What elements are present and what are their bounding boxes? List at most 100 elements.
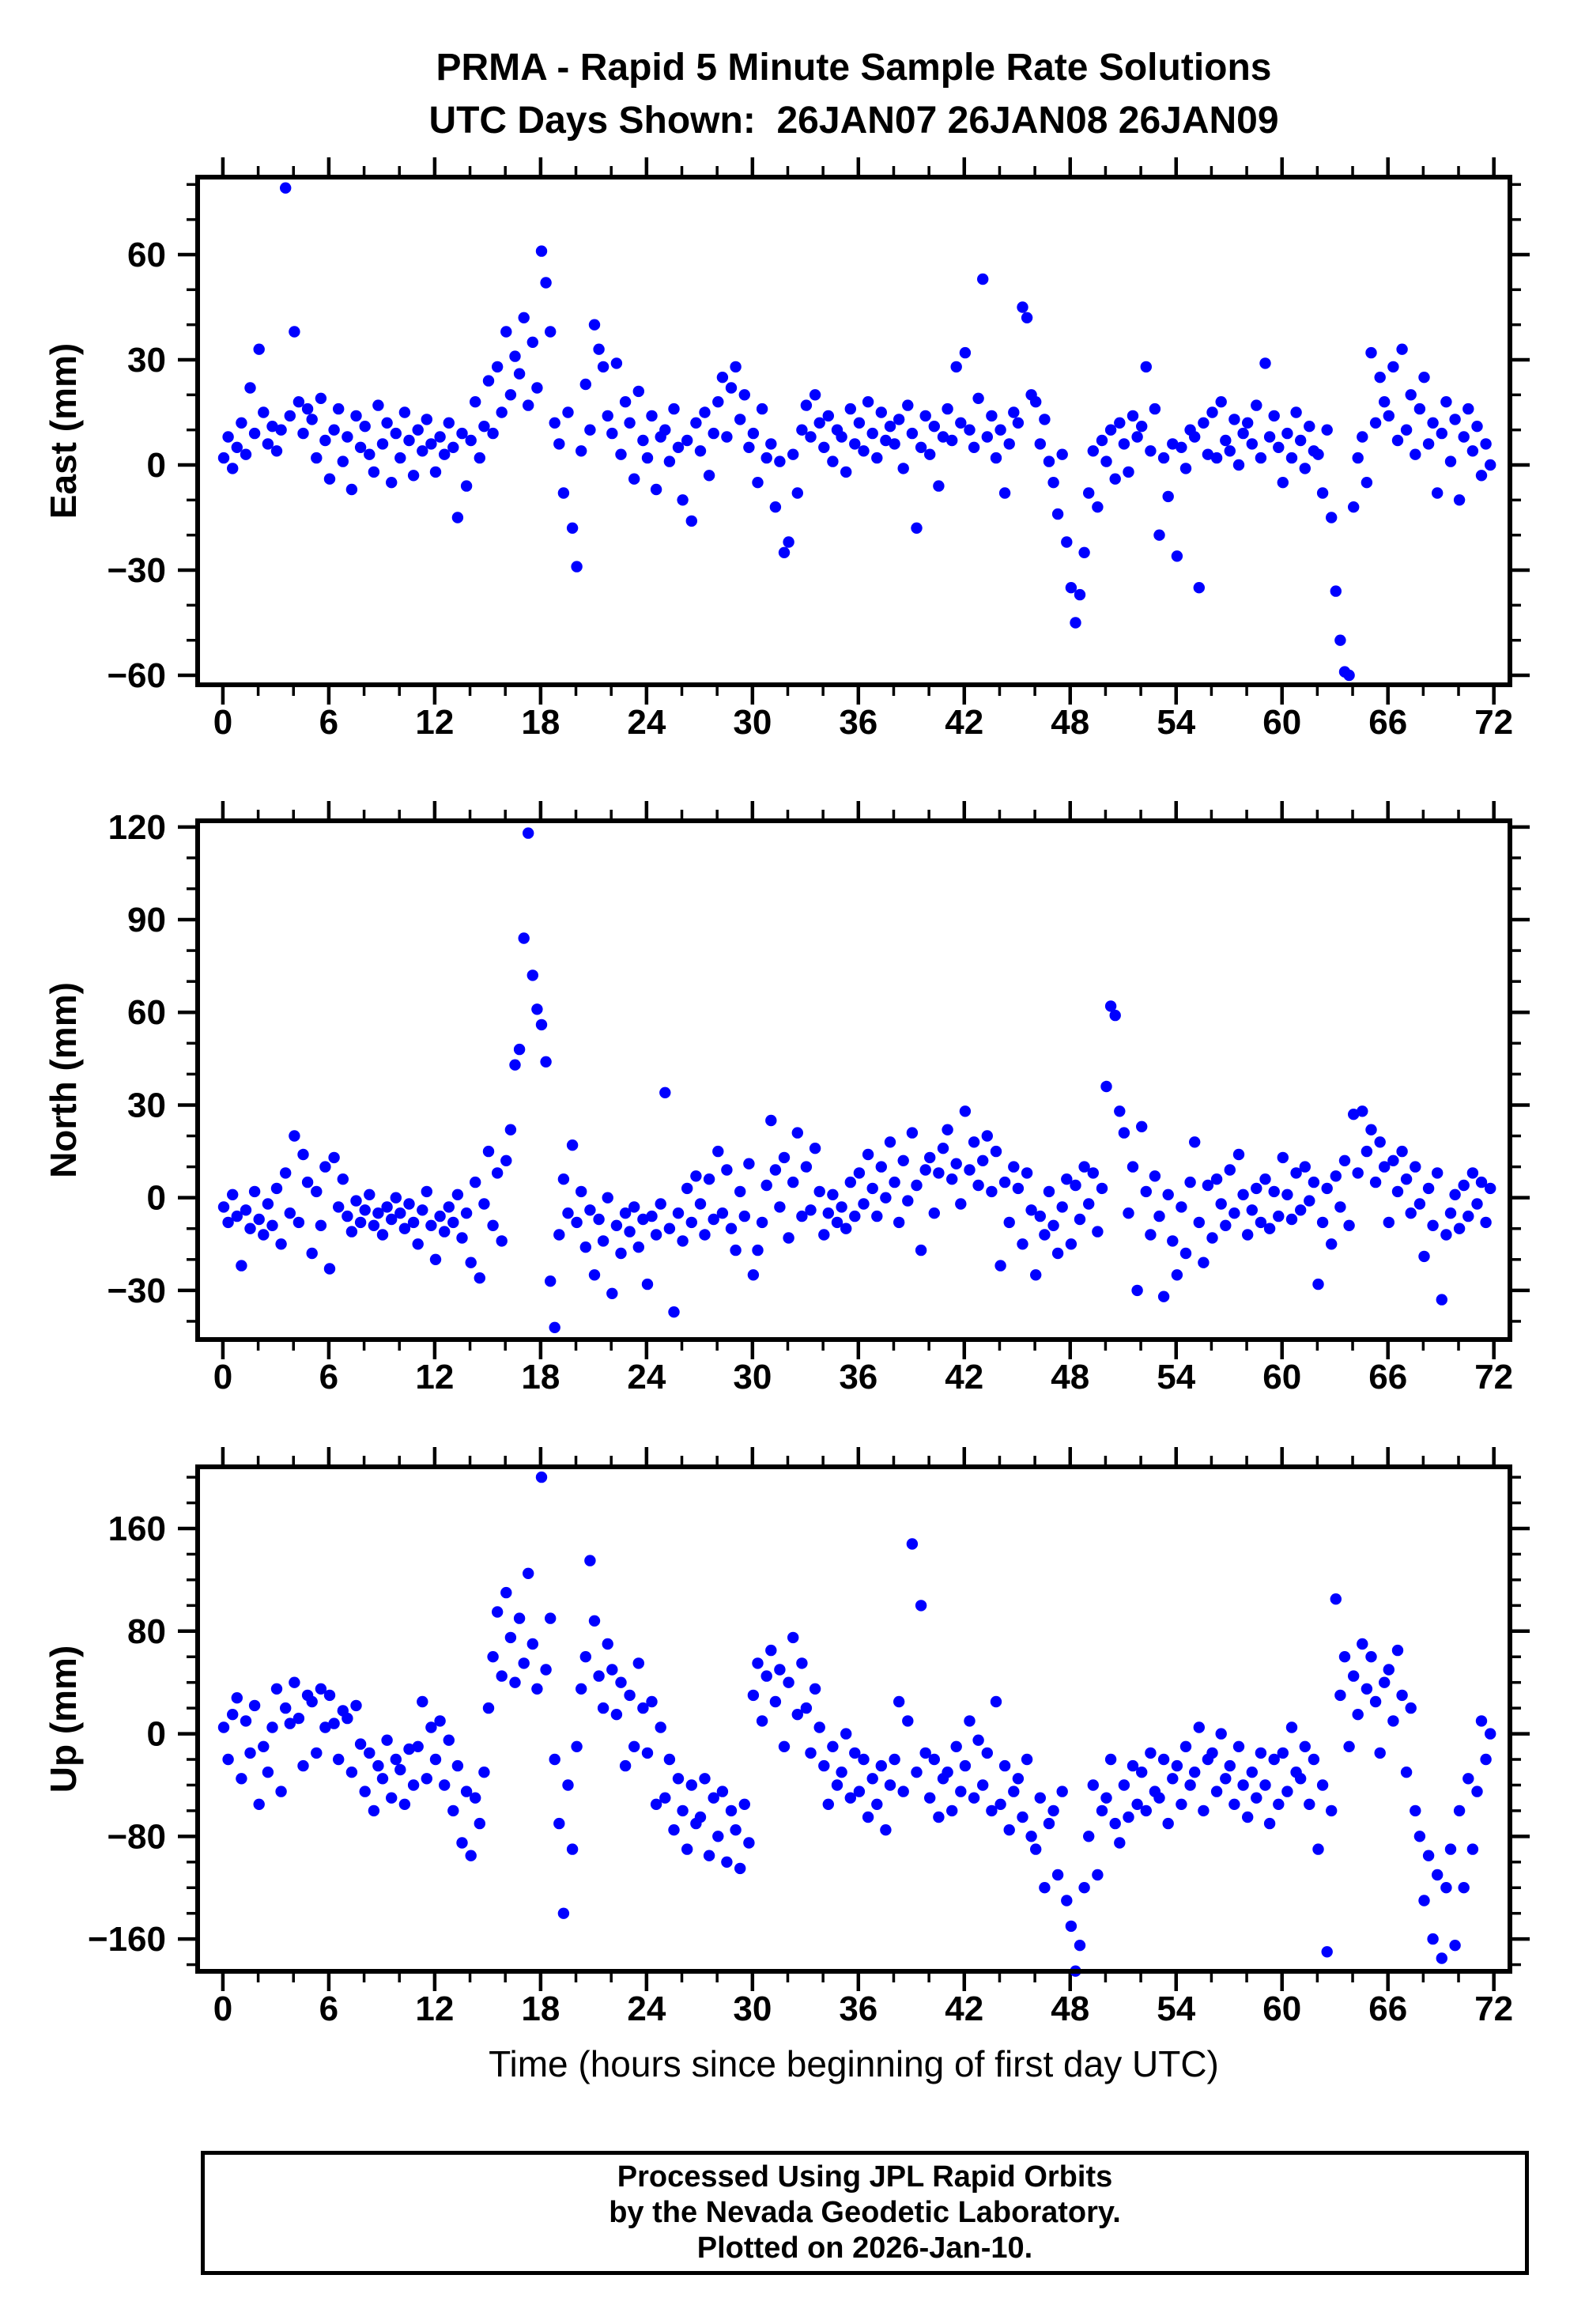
data-point (637, 434, 649, 447)
data-point (1003, 438, 1015, 450)
data-point (576, 1683, 587, 1695)
data-point (1039, 1882, 1051, 1894)
data-point (372, 1207, 384, 1219)
data-point (1034, 1792, 1047, 1804)
data-point (1444, 1207, 1457, 1219)
data-point (1263, 1817, 1276, 1830)
data-point (275, 424, 287, 436)
data-point (730, 361, 742, 373)
data-point (306, 1247, 318, 1260)
data-point (217, 1721, 230, 1733)
x-tick-label: 24 (627, 703, 666, 742)
data-point (364, 448, 376, 460)
data-point (258, 406, 270, 418)
data-point (783, 1676, 794, 1688)
data-point (566, 1139, 579, 1151)
data-point (1179, 1740, 1192, 1752)
data-point (884, 1779, 896, 1791)
data-point (439, 1226, 451, 1238)
data-point (897, 463, 909, 474)
data-point (244, 1747, 256, 1759)
data-point (1017, 1811, 1028, 1823)
data-point (1176, 1201, 1187, 1213)
data-point (319, 1721, 331, 1733)
data-point (1206, 406, 1218, 418)
data-point (1083, 1198, 1095, 1210)
data-point (1202, 1179, 1214, 1192)
data-point (1365, 1124, 1377, 1136)
data-point (240, 448, 252, 460)
data-point (1171, 550, 1183, 562)
data-point (579, 378, 591, 391)
data-point (403, 434, 415, 447)
data-point (474, 452, 485, 464)
data-point (672, 1207, 685, 1219)
data-point (319, 434, 331, 447)
data-point (284, 410, 296, 422)
data-point (950, 1740, 962, 1752)
data-point (1471, 1198, 1483, 1210)
data-point (637, 1702, 649, 1714)
data-point (284, 1207, 296, 1219)
data-point (836, 431, 847, 443)
data-point (292, 396, 305, 408)
data-point (350, 1195, 362, 1207)
y-tick-label: 90 (127, 901, 166, 939)
data-point (487, 1219, 499, 1232)
data-point (840, 1222, 852, 1234)
data-point (460, 480, 473, 492)
data-point (1242, 1229, 1254, 1241)
data-point (880, 1192, 892, 1204)
data-point (1043, 1185, 1055, 1198)
data-point (998, 1759, 1011, 1772)
data-point (827, 1188, 839, 1201)
data-point (425, 1219, 437, 1232)
x-tick-label: 0 (213, 703, 232, 742)
data-point (942, 1124, 953, 1136)
data-point (579, 1241, 591, 1253)
data-point (1118, 1779, 1130, 1791)
data-point (487, 427, 499, 440)
data-point (721, 431, 733, 443)
data-point (752, 477, 764, 489)
data-point (809, 1143, 821, 1154)
data-point (628, 473, 640, 485)
data-point (1273, 441, 1285, 453)
data-point (641, 1278, 654, 1290)
data-point (323, 1263, 336, 1275)
data-point (328, 424, 340, 436)
data-point (1334, 1201, 1346, 1213)
data-point (222, 1216, 234, 1229)
data-point (1413, 1831, 1426, 1842)
data-point (1396, 343, 1408, 355)
data-point (421, 1185, 432, 1198)
data-point (333, 1201, 345, 1213)
data-point (774, 1664, 786, 1676)
data-point (681, 434, 693, 447)
data-point (1043, 455, 1055, 467)
data-point (972, 1734, 984, 1746)
data-point (460, 1207, 473, 1219)
data-point (1065, 1238, 1077, 1250)
data-point (994, 424, 1006, 436)
data-point (1070, 1179, 1081, 1192)
x-tick-label: 24 (627, 1990, 666, 2028)
data-point (1047, 1219, 1059, 1232)
data-point (760, 1670, 772, 1682)
data-point (588, 1269, 601, 1281)
data-point (1123, 1207, 1134, 1219)
data-point (1334, 634, 1346, 646)
data-point (747, 427, 760, 440)
data-point (1176, 1798, 1187, 1810)
data-point (615, 448, 627, 460)
data-point (270, 445, 283, 457)
data-point (977, 1779, 989, 1791)
data-point (902, 1195, 914, 1207)
data-point (955, 1198, 967, 1210)
data-point (350, 1699, 362, 1712)
data-point (610, 1709, 623, 1721)
data-point (1343, 669, 1355, 682)
data-point (1255, 1747, 1267, 1759)
data-point (1432, 1869, 1444, 1881)
data-point (972, 392, 984, 404)
